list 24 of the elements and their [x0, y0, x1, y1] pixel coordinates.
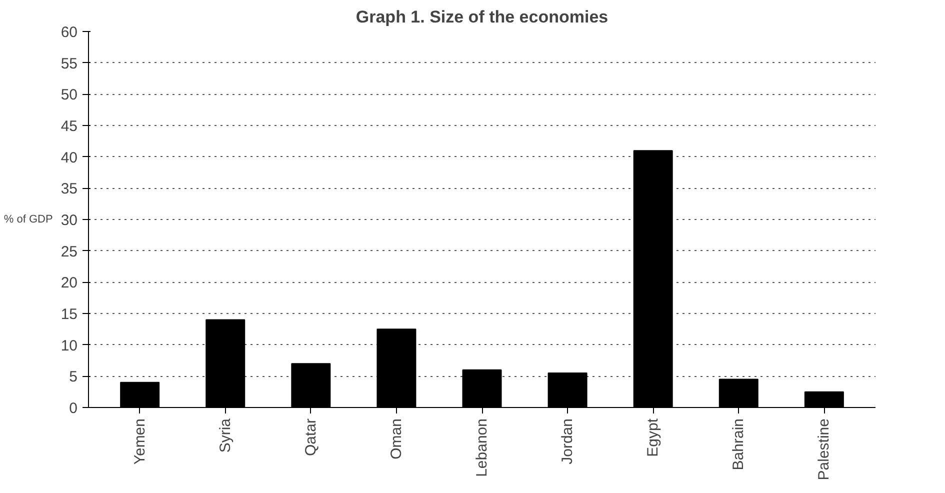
y-tick-label: 40	[60, 149, 78, 166]
y-tick-label: 60	[60, 24, 78, 41]
y-axis-title: % of GDP	[4, 214, 53, 226]
y-tick-label: 5	[69, 368, 78, 386]
x-tick-label: Palestine	[816, 418, 833, 480]
x-tick-label: Oman	[388, 418, 405, 460]
x-tick-label: Jordan	[559, 418, 576, 464]
x-tick-label: Yemen	[131, 418, 148, 465]
chart-title: Graph 1. Size of the economies	[356, 8, 608, 26]
x-tick-label: Qatar	[302, 418, 320, 456]
y-tick-label: 25	[60, 243, 78, 260]
y-tick-label: 10	[60, 337, 78, 354]
x-tick-label: Bahrain	[730, 418, 748, 470]
x-tick-label: Lebanon	[474, 418, 490, 477]
y-tick-label: 35	[60, 180, 78, 198]
y-tick-label: 45	[60, 118, 78, 135]
y-tick-label: 55	[60, 55, 78, 72]
y-tick-label: 20	[60, 274, 78, 292]
x-tick-label: Syria	[216, 418, 234, 453]
y-tick-label: 50	[60, 86, 78, 104]
x-tick-label: Egypt	[644, 418, 662, 457]
y-tick-label: 15	[60, 306, 78, 323]
y-tick-label: 0	[69, 400, 78, 417]
y-tick-label: 30	[60, 212, 78, 229]
